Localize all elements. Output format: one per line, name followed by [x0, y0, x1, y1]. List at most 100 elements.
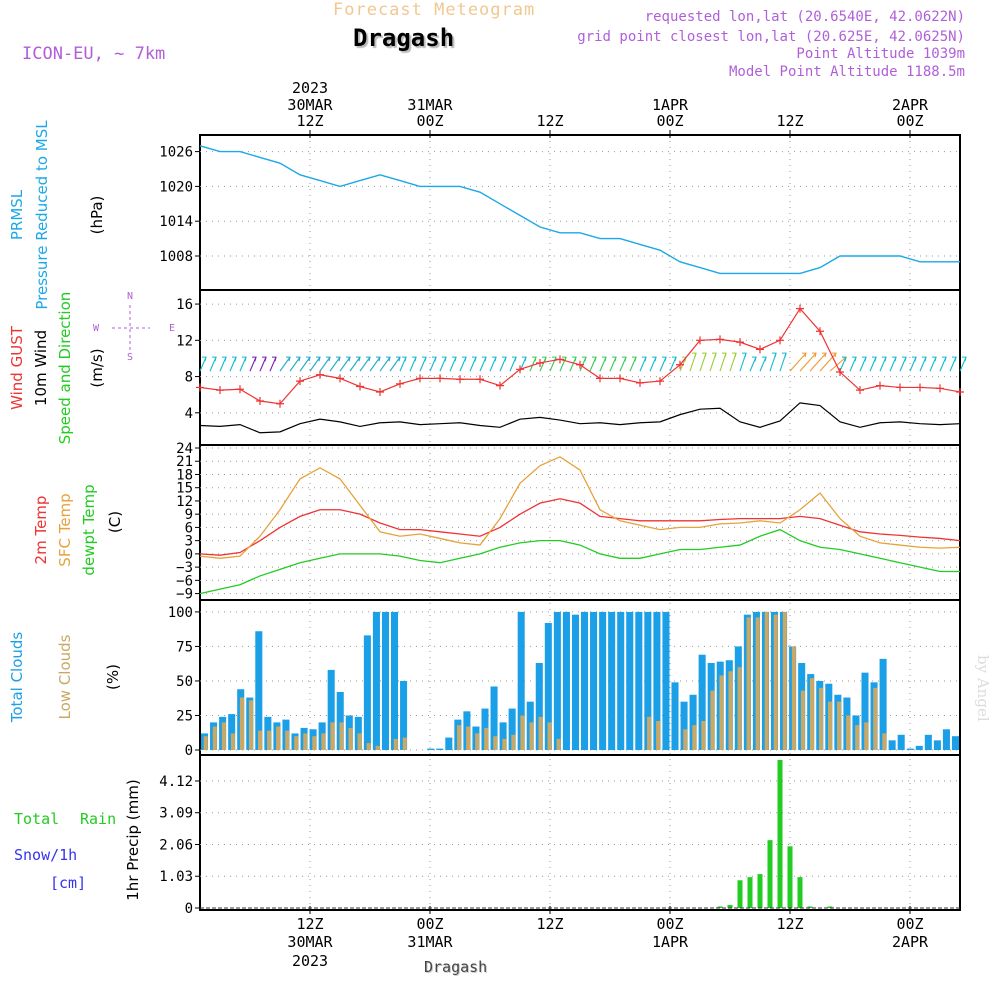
wind-direction-arrow [789, 352, 807, 372]
wind-arrow-head [532, 356, 537, 362]
low-cloud-bar [375, 745, 380, 750]
wind-arrow-head [356, 356, 361, 362]
wind-gust-point [556, 355, 564, 364]
wind-arrow-head [202, 356, 207, 362]
precip-snow-label: Snow/1h [14, 846, 77, 864]
total-cloud-bar [562, 611, 570, 750]
wind-arrow-head [642, 356, 647, 362]
low-cloud-bar [873, 687, 878, 750]
low-cloud-bar [547, 722, 552, 750]
low-cloud-bar [837, 701, 842, 750]
bottom-date-label: 30MAR [287, 933, 333, 951]
total-cloud-bar [680, 701, 688, 750]
wind-arrow-head [832, 352, 837, 358]
low-cloud-bar [348, 727, 353, 750]
total-cloud-bar [255, 631, 263, 750]
temperature-ytick-label: 12 [176, 494, 193, 510]
low-cloud-bar [393, 738, 398, 750]
wind-gust-point [316, 370, 324, 379]
precip-ytick-label: 4.12 [159, 774, 193, 790]
precip-snow-unit-label: [cm] [50, 874, 86, 892]
low-cloud-bar [285, 730, 290, 750]
total-cloud-bar [517, 611, 525, 750]
low-cloud-bar [267, 730, 272, 750]
precip-ytick-label: 2.06 [159, 837, 193, 853]
low-cloud-bar [258, 730, 263, 750]
precip-ytick-label: 1.03 [159, 869, 193, 885]
wind-direction-arrow [349, 356, 361, 372]
wind-gust-point [756, 345, 764, 354]
wind-arrow-head [872, 356, 877, 362]
total-cloud-bar [617, 611, 625, 750]
low-cloud-bar [710, 690, 715, 750]
rain-bar [747, 877, 753, 908]
pressure-label-prmsl: PRMSL [8, 189, 26, 240]
top-time-label: 00Z [656, 112, 683, 130]
low-cloud-bar [484, 727, 489, 750]
wind-arrow-head [402, 356, 407, 362]
wind-direction-arrow [289, 356, 301, 372]
total-cloud-bar [372, 611, 380, 750]
wind-gust-point [916, 383, 924, 392]
wind-arrow-head [722, 352, 727, 358]
wind-arrow-head [432, 356, 437, 362]
wind-arrow-head [632, 356, 637, 362]
low-cloud-bar [800, 690, 805, 750]
wind-gust-point [436, 374, 444, 383]
precip-axis-label: 1hr Precip (mm) [124, 779, 142, 900]
wind-direction-arrow [389, 356, 401, 372]
plot-frame [199, 134, 961, 911]
wind-arrow-head [952, 356, 957, 362]
wind-gust-point [336, 374, 344, 383]
wind-gust-point [276, 399, 284, 408]
clouds-ytick-label: 75 [176, 639, 193, 655]
low-cloud-bar [212, 726, 217, 750]
wind-arrow-head [212, 356, 217, 362]
wind-arrow-head [316, 356, 321, 362]
wind-arrow-head [272, 356, 277, 362]
top-time-label: 12Z [776, 112, 803, 130]
wind-gust-point [476, 375, 484, 384]
low-cloud-bar [692, 725, 697, 750]
wind-arrow-head [862, 356, 867, 362]
wind-arrow-head [752, 356, 757, 362]
wind-arrow-head [902, 356, 907, 362]
total-cloud-bar [933, 740, 941, 750]
bottom-time-label: 12Z [296, 915, 323, 933]
low-cloud-bar [746, 617, 751, 750]
wind-arrow-head [912, 356, 917, 362]
clouds-ytick-label: 0 [185, 743, 193, 759]
wind-direction-arrow [309, 356, 321, 372]
clouds-ytick-label: 50 [176, 674, 193, 690]
low-cloud-bar [556, 738, 561, 750]
wind-arrow-head [772, 352, 777, 358]
low-cloud-bar [855, 725, 860, 750]
pressure-line [199, 145, 960, 275]
wind-arrow-head [842, 356, 847, 362]
total-cloud-bar [924, 734, 932, 750]
wind-gust-point [736, 338, 744, 347]
temperature-ytick-label: 21 [176, 454, 193, 470]
wind-arrow-head [812, 352, 817, 358]
wind-arrow-head [306, 356, 311, 362]
compass-e: E [169, 323, 175, 334]
wind-arrow-head [782, 352, 787, 358]
location-title: Dragash [353, 24, 455, 52]
wind-arrow-head [702, 352, 707, 358]
wind-gust-point [856, 386, 864, 395]
wind-arrow-head [346, 356, 351, 362]
wind-gust-point [396, 379, 404, 388]
low-cloud-bar [520, 715, 525, 750]
wind-gust-point [596, 374, 604, 383]
top-time-label: 12Z [536, 112, 563, 130]
total-cloud-bar [608, 611, 616, 750]
wind-arrow-head [336, 356, 341, 362]
wind-direction-arrow [819, 352, 837, 372]
pressure-ytick-label: 1008 [159, 249, 193, 265]
total-cloud-bar [644, 611, 652, 750]
total-cloud-bar [363, 635, 371, 750]
top-date-label: 2APR [892, 96, 929, 114]
rain-bar [787, 846, 793, 908]
wind-10m-label: 10m Wind [32, 330, 50, 406]
total-cloud-bar [942, 729, 950, 750]
